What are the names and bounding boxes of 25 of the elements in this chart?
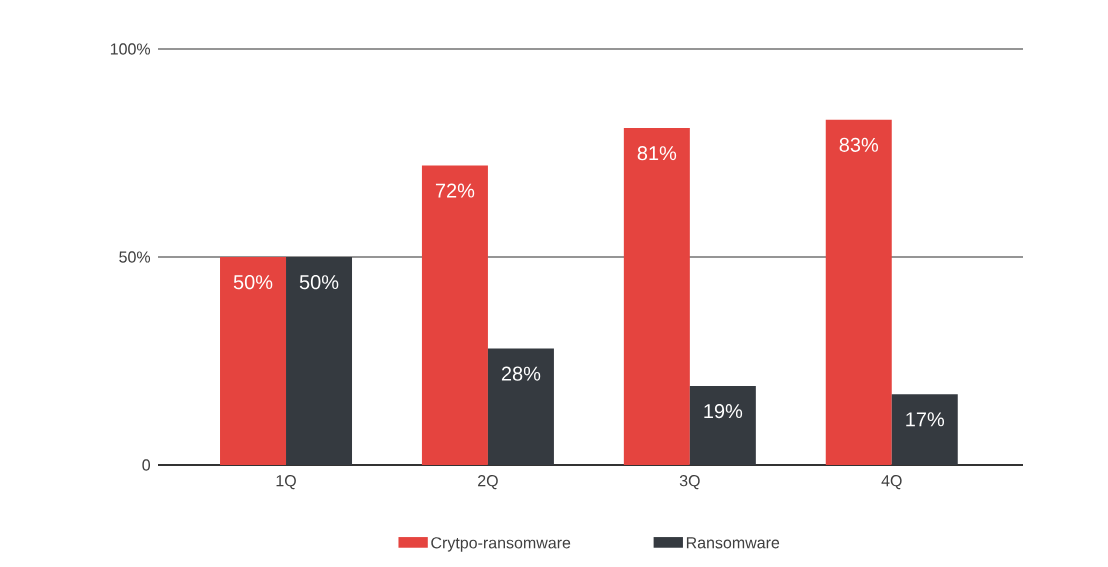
data-label: 81% (637, 146, 677, 161)
data-label: 50% (299, 275, 339, 290)
y-tick-label: 50% (119, 251, 151, 263)
data-label: 17% (906, 412, 945, 427)
bar (623, 128, 690, 465)
y-tick-label: 0 (142, 459, 151, 471)
data-label: 50% (233, 275, 273, 290)
bar (689, 385, 756, 465)
legend-label: Ransomware (686, 537, 780, 549)
data-label: 72% (435, 183, 475, 198)
x-tick-label: 4Q (881, 475, 902, 490)
bar (487, 348, 554, 465)
bar (220, 256, 287, 465)
x-tick-label: 3Q (679, 475, 700, 490)
data-label: 28% (501, 366, 541, 381)
bar (891, 394, 958, 465)
data-label: 19% (704, 403, 743, 419)
x-tick-label: 2Q (478, 475, 498, 490)
y-tick-label: 100% (110, 43, 151, 55)
legend-label: Crytpo-ransomware (431, 537, 571, 552)
bar (286, 256, 353, 465)
bar (421, 165, 488, 465)
x-tick-label: 1Q (276, 475, 296, 490)
bar (825, 119, 892, 465)
data-label: 83% (839, 137, 879, 152)
